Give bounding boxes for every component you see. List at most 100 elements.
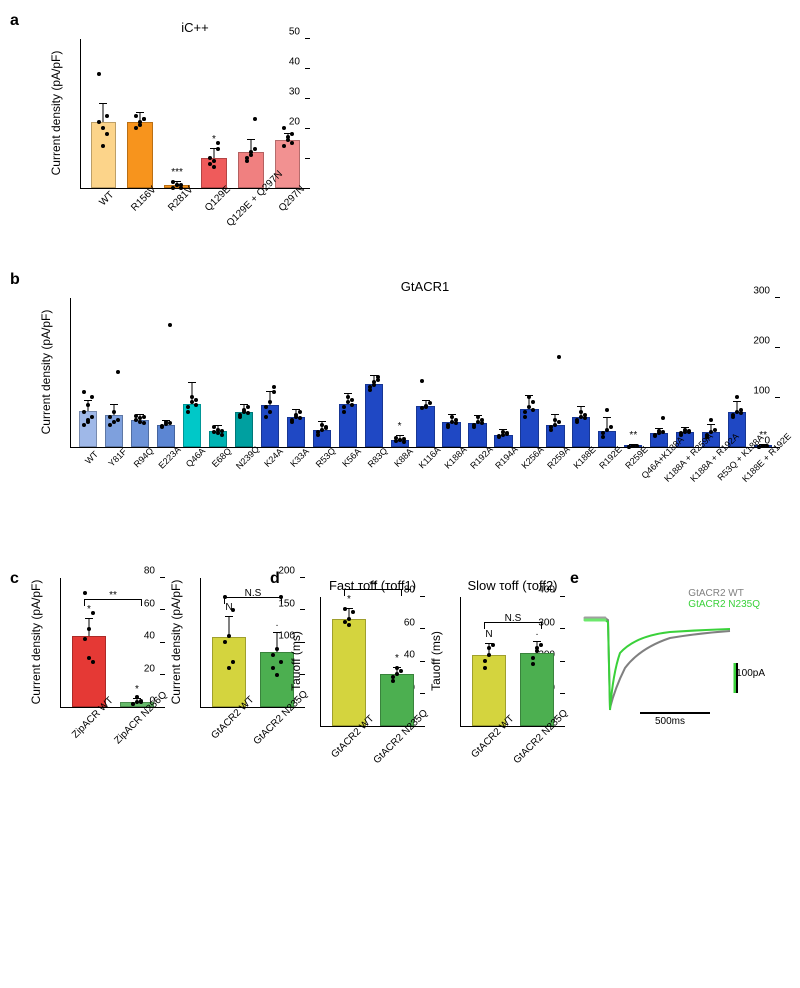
panel-b: b GtACR1Current density (pA/pF)010020030… [20,279,780,448]
data-point [134,126,138,130]
data-point [171,186,175,190]
data-point [579,410,583,414]
data-point [87,627,91,631]
panel-d: d Fast τoff (τoff1)Tauoff (ms)020406080*… [280,578,580,727]
data-point [316,433,320,437]
bar-slot [698,298,724,447]
data-point [609,425,613,429]
data-point [216,141,220,145]
data-point [138,123,142,127]
significance-marker: * [87,604,91,615]
data-point [497,435,501,439]
data-point [661,430,665,434]
data-point [238,415,242,419]
data-point [212,159,216,163]
data-point [91,611,95,615]
y-tick-label: 200 [278,566,295,577]
data-point [342,410,346,414]
bar-slot [257,298,283,447]
data-point [97,120,101,124]
data-point [116,418,120,422]
y-axis-label: Current density (pA/pF) [29,577,43,707]
bar-slot: * [373,597,421,726]
data-point [735,395,739,399]
significance-marker: * [398,421,402,432]
data-point [601,435,605,439]
data-point [105,132,109,136]
data-point [395,666,399,670]
data-point [142,117,146,121]
data-point [282,126,286,130]
data-point [90,415,94,419]
data-point [391,679,395,683]
data-point [450,415,454,419]
legend-n235q: GtACR2 N235Q [688,599,760,610]
x-label: Q46A [184,446,207,469]
data-point [90,395,94,399]
x-label: R194A [494,444,521,471]
data-point [346,395,350,399]
bar-slot [127,298,153,447]
bar-slot [542,298,568,447]
data-point [275,673,279,677]
error-cap [136,112,144,113]
bar-slot [594,298,620,447]
bar-slot: *** [159,39,196,188]
data-point [220,429,224,433]
bar [91,122,117,188]
bar-slot [724,298,750,447]
data-point [253,117,257,121]
data-point [531,662,535,666]
bar-slot [153,298,179,447]
data-point [350,398,354,402]
data-point [246,411,250,415]
bracket-sig: ** [109,590,117,601]
x-label: E68Q [210,446,233,469]
data-point [631,444,635,448]
bar-slot [232,39,269,188]
data-point [454,421,458,425]
data-point [275,647,279,651]
bar-slot: * [325,597,373,726]
data-point [480,421,484,425]
bar-slot [85,39,122,188]
data-point [216,147,220,151]
y-axis-label: Current density (pA/pF) [169,577,183,707]
data-point [290,420,294,424]
bar-slot [269,39,306,188]
x-label: N239Q [234,444,261,471]
data-point [194,403,198,407]
x-label: R192A [468,444,495,471]
error-cap [533,641,541,642]
data-point [82,390,86,394]
data-point [549,428,553,432]
bar-slot [179,298,205,447]
legend-wt: GtACR2 WT [688,588,760,599]
bar-slot [75,298,101,447]
x-label: R192E [598,444,625,471]
data-point [531,656,535,660]
chart-area: Current density (pA/pF)0100200300*****WT… [70,298,780,448]
error-cap [247,139,255,140]
data-point [342,405,346,409]
data-point [372,383,376,387]
bar-slot [516,298,542,447]
data-point [271,653,275,657]
bar [520,653,554,726]
error-cap [733,401,741,402]
x-label: K188A [442,444,468,470]
error-cap [707,424,715,425]
data-point [446,425,450,429]
error-cap [577,406,585,407]
data-point [527,395,531,399]
panel-a-label: a [10,12,19,30]
data-point [483,666,487,670]
data-point [661,416,665,420]
bar-slot [646,298,672,447]
panel-a: a iC++Current density (pA/pF)01020304050… [20,20,780,189]
error-cap [225,616,233,617]
bar-slot: * [113,578,161,707]
data-point [657,429,661,433]
data-point [135,695,139,699]
data-point [739,411,743,415]
